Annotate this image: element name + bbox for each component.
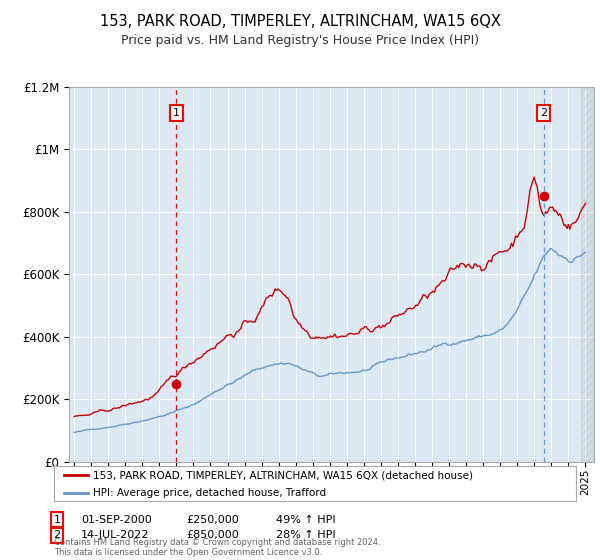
- Text: 2: 2: [540, 108, 547, 118]
- Text: £850,000: £850,000: [186, 530, 239, 540]
- Bar: [581, 87, 596, 462]
- Text: 01-SEP-2000: 01-SEP-2000: [81, 515, 152, 525]
- Text: 1: 1: [53, 515, 61, 525]
- Text: Price paid vs. HM Land Registry's House Price Index (HPI): Price paid vs. HM Land Registry's House …: [121, 34, 479, 46]
- Text: Contains HM Land Registry data © Crown copyright and database right 2024.
This d: Contains HM Land Registry data © Crown c…: [54, 538, 380, 557]
- Text: 49% ↑ HPI: 49% ↑ HPI: [276, 515, 335, 525]
- Text: HPI: Average price, detached house, Trafford: HPI: Average price, detached house, Traf…: [93, 488, 326, 497]
- Text: 153, PARK ROAD, TIMPERLEY, ALTRINCHAM, WA15 6QX (detached house): 153, PARK ROAD, TIMPERLEY, ALTRINCHAM, W…: [93, 470, 473, 480]
- Text: 14-JUL-2022: 14-JUL-2022: [81, 530, 149, 540]
- Text: 28% ↑ HPI: 28% ↑ HPI: [276, 530, 335, 540]
- Text: 1: 1: [173, 108, 180, 118]
- Text: 2: 2: [53, 530, 61, 540]
- Text: 153, PARK ROAD, TIMPERLEY, ALTRINCHAM, WA15 6QX: 153, PARK ROAD, TIMPERLEY, ALTRINCHAM, W…: [100, 14, 500, 29]
- Text: £250,000: £250,000: [186, 515, 239, 525]
